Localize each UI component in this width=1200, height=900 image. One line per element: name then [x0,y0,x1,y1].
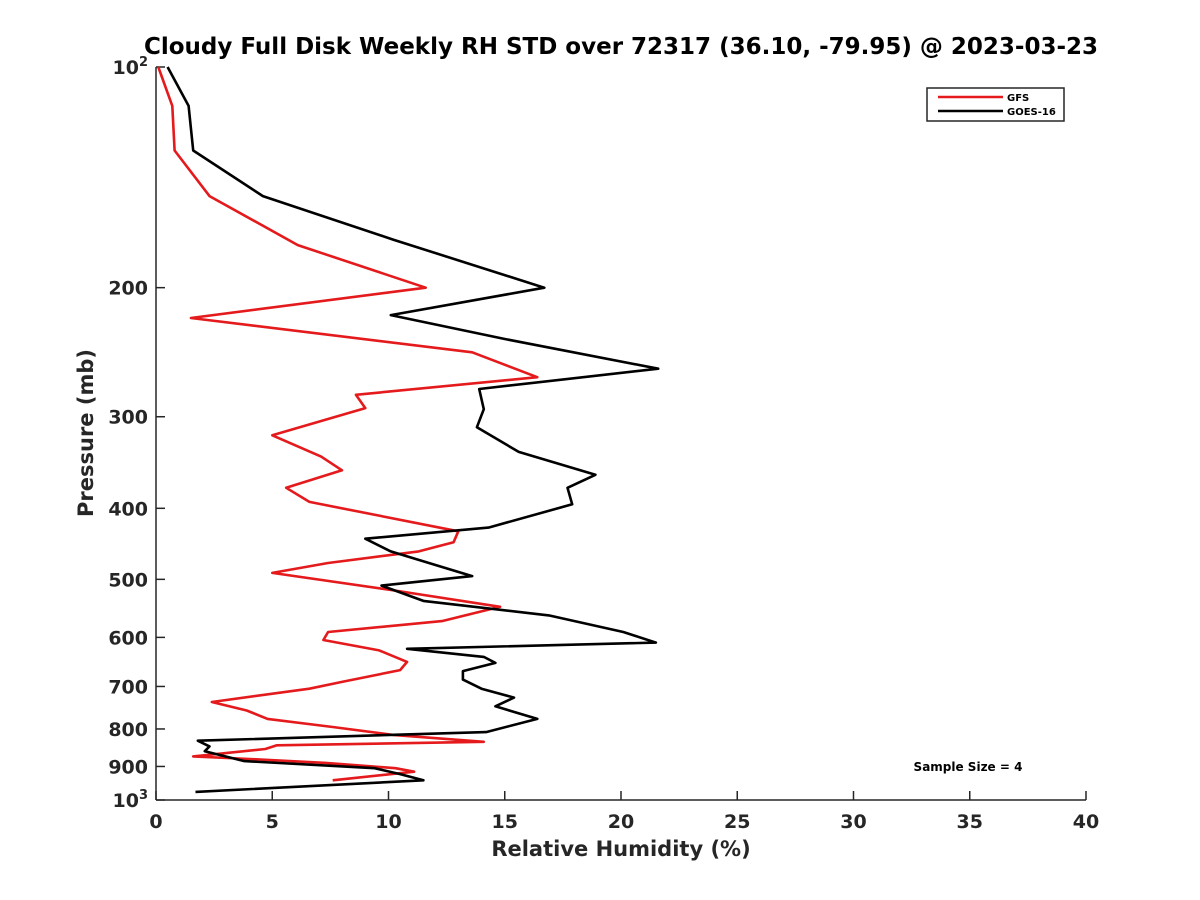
x-axis-ticks: 0 5 10 15 20 25 30 35 40 [149,791,1099,833]
y-tick-label: 103 [113,788,149,812]
legend-label-gfs: GFS [1007,93,1029,104]
y-tick-label: 200 [108,278,148,300]
legend-label-goes-16: GOES-16 [1007,107,1056,118]
y-axis-label: Pressure (mb) [74,349,98,517]
y-tick-label: 102 [113,55,149,79]
legend: GFS GOES-16 [926,87,1065,122]
x-axis-label: Relative Humidity (%) [491,837,750,861]
y-tick-label: 600 [108,627,148,649]
y-axis-ticks: 102 200 300 400 500 600 700 800 900 103 [108,55,165,812]
legend-box [926,87,1065,122]
y-tick-label: 900 [108,756,148,778]
x-tick-label: 30 [840,811,866,833]
x-tick-label: 0 [149,811,162,833]
x-tick-label: 20 [608,811,634,833]
series-line-goes-16 [166,66,660,794]
y-tick-label: 500 [108,569,148,591]
x-tick-label: 5 [266,811,279,833]
y-tick-label: 400 [108,498,148,520]
y-tick-label: 300 [108,407,148,429]
x-tick-label: 25 [724,811,750,833]
y-tick-label: 700 [108,676,148,698]
x-tick-label: 15 [492,811,518,833]
chart-title: Cloudy Full Disk Weekly RH STD over 7231… [144,34,1098,60]
x-tick-label: 35 [957,811,983,833]
y-tick-label: 800 [108,719,148,741]
series-line-gfs [157,66,539,782]
x-tick-label: 10 [375,811,401,833]
series-layer [157,66,660,794]
x-tick-label: 40 [1073,811,1099,833]
sample-size-annotation: Sample Size = 4 [914,760,1023,774]
